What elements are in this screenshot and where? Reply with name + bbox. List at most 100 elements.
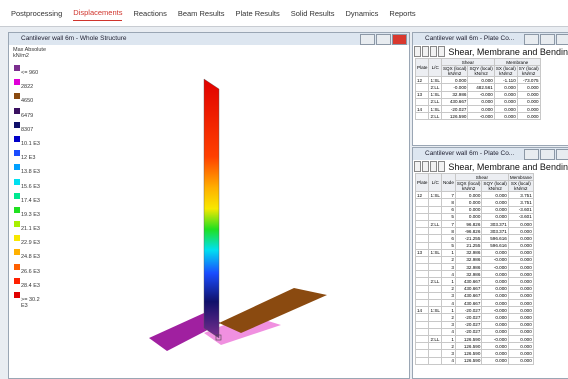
table-row: 2 -20.027 0.000 0.000 xyxy=(414,313,534,322)
legend-label: <= 960 xyxy=(21,70,39,76)
table-row: 13 1:SL 1 32.986 0.000 0.000 xyxy=(414,248,534,257)
navigator: Shear, Membrane and Bending xyxy=(413,45,568,58)
window-buttons xyxy=(360,34,407,45)
legend-swatch xyxy=(14,93,20,100)
table-cell xyxy=(414,227,430,236)
table-cell: 0.000 xyxy=(507,349,534,358)
table-cell xyxy=(428,263,442,272)
nav-button[interactable] xyxy=(438,46,446,57)
table-cell: 1 xyxy=(440,277,456,286)
table-window: Cantilever wall 6m - Plate Co... Shear, M… xyxy=(412,32,568,146)
table-cell: 0.000 xyxy=(493,90,518,99)
table-cell: -20.027 xyxy=(454,306,483,315)
legend-item: 15.6 E3 xyxy=(13,178,46,193)
table-cell: 0.000 xyxy=(481,198,509,207)
table-cell xyxy=(414,241,430,250)
table-cell xyxy=(414,219,430,229)
legend-swatch xyxy=(14,235,20,242)
table-cell xyxy=(414,255,430,265)
window-title: Cantilever wall 6m - Whole Structure xyxy=(9,33,409,45)
group-header: Shear xyxy=(454,172,509,182)
legend-item: 2822 xyxy=(13,79,46,93)
table-cell: 0.000 xyxy=(454,198,483,207)
table-cell: -0.000 xyxy=(481,334,509,344)
table-cell: 14 xyxy=(414,104,430,114)
table-cell: 303.371 xyxy=(481,219,509,229)
window-button[interactable] xyxy=(556,149,568,160)
nav-button[interactable] xyxy=(422,161,430,172)
window-button[interactable] xyxy=(540,34,555,45)
table-cell: 96.826 xyxy=(454,219,483,229)
table-cell: 2:LL xyxy=(428,112,442,121)
table-cell: 0.000 xyxy=(481,284,509,293)
table-cell: 482.561 xyxy=(467,83,495,92)
table-cell: 0.000 xyxy=(467,76,495,85)
table-cell: 32.986 xyxy=(454,263,483,272)
window-button[interactable] xyxy=(524,34,539,45)
table-row: 2:LL 1 430.667 0.000 0.000 xyxy=(414,277,534,286)
window-button[interactable] xyxy=(556,34,568,45)
table-cell: 0.000 xyxy=(481,342,509,351)
table-cell: 0.000 xyxy=(507,227,534,236)
table-row: 4 32.986 0.000 0.000 xyxy=(414,270,534,279)
table-cell xyxy=(414,270,430,279)
column-unit: kN/m2 xyxy=(499,71,513,77)
nav-button[interactable] xyxy=(430,161,438,172)
table-cell: 0.000 xyxy=(454,191,483,200)
table-cell: 4 xyxy=(440,356,456,365)
table-cell xyxy=(414,263,430,272)
floor-plate xyxy=(149,313,221,351)
window-button[interactable] xyxy=(540,149,555,160)
legend-swatch xyxy=(14,150,20,157)
table-cell: 430.667 xyxy=(454,284,483,293)
table-cell: 5 xyxy=(440,212,456,221)
table-cell xyxy=(414,112,430,121)
table-cell: 0.000 xyxy=(454,205,483,214)
table-cell xyxy=(414,349,430,358)
legend-label: 22.9 E3 xyxy=(21,240,40,247)
legend-item: 13.8 E3 xyxy=(13,164,46,178)
column-header: SQX (local) kN/m2 xyxy=(440,65,469,78)
table-cell: 12 xyxy=(414,76,430,85)
close[interactable] xyxy=(392,34,407,45)
tab[interactable]: Plate Results xyxy=(235,8,280,18)
column-header: SQY (local) kN/m2 xyxy=(467,65,495,78)
tab[interactable]: Dynamics xyxy=(345,8,379,18)
nav-button[interactable] xyxy=(414,46,422,57)
legend-swatch xyxy=(14,263,20,270)
tab[interactable]: Solid Results xyxy=(290,8,335,18)
nav-button[interactable] xyxy=(422,46,430,57)
nav-button[interactable] xyxy=(430,46,438,57)
table-cell: 430.667 xyxy=(454,298,483,308)
table-cell: 0.000 xyxy=(481,291,509,301)
nav-button[interactable] xyxy=(414,161,422,172)
legend-item: 8307 xyxy=(13,121,46,136)
table-cell: 13 xyxy=(414,90,430,99)
legend-swatch xyxy=(14,79,20,86)
table-cell xyxy=(428,320,442,329)
tab[interactable]: Displacements xyxy=(73,5,123,21)
tab[interactable]: Reactions xyxy=(133,8,167,18)
maximize[interactable] xyxy=(376,34,391,45)
table-row: 3 126.590 0.000 0.000 xyxy=(414,349,534,358)
table-row: 2 32.986 -0.000 0.000 xyxy=(414,255,534,265)
table-cell: 3.751 xyxy=(507,198,534,207)
column-header: SQY (local) kN/m2 xyxy=(481,180,509,193)
table-cell: 0.000 xyxy=(481,248,509,257)
table-cell: -0.000 xyxy=(481,255,509,265)
tab[interactable]: Reports xyxy=(389,8,416,18)
table-cell: 3 xyxy=(440,291,456,301)
tab[interactable]: Postprocessing xyxy=(11,8,63,18)
minimize[interactable] xyxy=(360,34,375,45)
table-cell: 430.667 xyxy=(440,97,469,106)
legend-label: 13.8 E3 xyxy=(21,169,40,176)
tab[interactable]: Beam Results xyxy=(177,8,225,18)
legend-item: 21.1 E3 xyxy=(13,221,46,235)
table-cell xyxy=(414,277,430,286)
column-name: SQX (local) xyxy=(442,66,467,72)
nav-button[interactable] xyxy=(438,161,446,172)
table-heading: Shear, Membrane and Bending xyxy=(448,46,568,57)
window-button[interactable] xyxy=(524,149,539,160)
table-cell: 0.000 xyxy=(507,277,534,286)
